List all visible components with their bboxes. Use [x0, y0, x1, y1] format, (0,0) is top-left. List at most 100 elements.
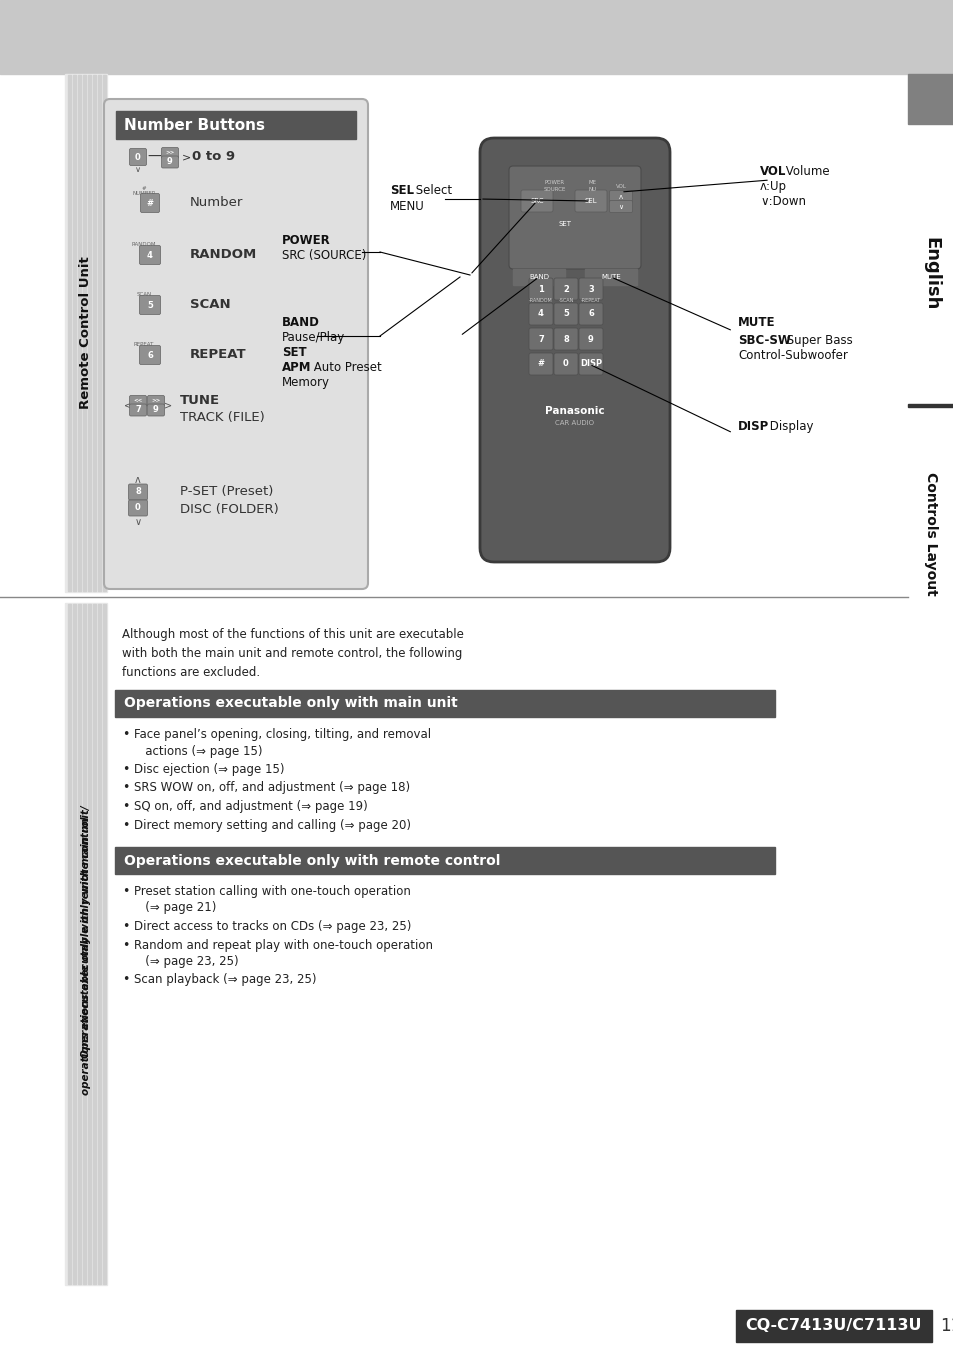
- Text: Auto Preset: Auto Preset: [310, 361, 381, 373]
- Text: CAR AUDIO: CAR AUDIO: [555, 421, 594, 426]
- Text: ʌ:Up: ʌ:Up: [760, 181, 786, 193]
- Text: SQ on, off, and adjustment (⇒ page 19): SQ on, off, and adjustment (⇒ page 19): [133, 799, 367, 813]
- Text: NU: NU: [588, 187, 597, 191]
- Text: 4: 4: [147, 251, 152, 260]
- Text: #: #: [147, 198, 153, 208]
- Text: Random and repeat play with one-touch operation: Random and repeat play with one-touch op…: [133, 938, 433, 952]
- Text: #
NUMBER: # NUMBER: [132, 186, 155, 197]
- Text: Remote Control Unit: Remote Control Unit: [79, 256, 92, 410]
- Text: SET: SET: [558, 221, 571, 226]
- Text: POWER: POWER: [544, 181, 564, 185]
- FancyBboxPatch shape: [578, 303, 602, 325]
- Text: SOURCE: SOURCE: [543, 187, 565, 191]
- Text: Face panel’s opening, closing, tilting, and removal: Face panel’s opening, closing, tilting, …: [133, 728, 431, 741]
- Text: >: >: [164, 400, 172, 410]
- Bar: [584, 270, 637, 284]
- Bar: [88, 604, 91, 1285]
- Bar: [83, 604, 86, 1285]
- Text: SET: SET: [282, 346, 306, 359]
- Text: RANDOM: RANDOM: [132, 243, 156, 248]
- Text: •: •: [122, 938, 130, 952]
- Text: •: •: [122, 886, 130, 898]
- Text: ∨:Down: ∨:Down: [760, 195, 805, 208]
- FancyBboxPatch shape: [529, 328, 553, 350]
- Text: 9: 9: [167, 158, 172, 167]
- Text: Panasonic: Panasonic: [544, 406, 604, 417]
- Text: Number: Number: [190, 197, 243, 209]
- Text: 9: 9: [153, 406, 159, 414]
- FancyBboxPatch shape: [130, 404, 147, 417]
- Bar: [103, 604, 106, 1285]
- Text: Number Buttons: Number Buttons: [124, 117, 265, 132]
- Text: TRACK (FILE): TRACK (FILE): [180, 411, 265, 423]
- Text: #: #: [537, 360, 544, 368]
- Text: 0: 0: [135, 504, 141, 512]
- FancyBboxPatch shape: [479, 137, 669, 562]
- Text: 9: 9: [587, 334, 594, 344]
- Text: P-SET (Preset): P-SET (Preset): [180, 485, 274, 499]
- Text: •: •: [122, 919, 130, 933]
- FancyBboxPatch shape: [161, 147, 178, 159]
- Text: 8: 8: [135, 488, 141, 496]
- FancyBboxPatch shape: [509, 166, 640, 270]
- FancyBboxPatch shape: [130, 148, 147, 166]
- FancyBboxPatch shape: [139, 245, 160, 264]
- Text: (⇒ page 21): (⇒ page 21): [133, 902, 216, 914]
- Text: Operations executable only with main unit/: Operations executable only with main uni…: [81, 806, 91, 1058]
- Text: REPEAT: REPEAT: [133, 342, 154, 348]
- Text: SRS WOW on, off, and adjustment (⇒ page 18): SRS WOW on, off, and adjustment (⇒ page …: [133, 782, 410, 794]
- Text: >>: >>: [165, 151, 174, 155]
- Text: actions (⇒ page 15): actions (⇒ page 15): [133, 744, 262, 758]
- Text: 2: 2: [562, 284, 568, 294]
- FancyBboxPatch shape: [161, 156, 178, 168]
- FancyBboxPatch shape: [609, 190, 632, 202]
- Text: APM: APM: [282, 361, 312, 373]
- Bar: [513, 270, 564, 284]
- Text: Control-Subwoofer: Control-Subwoofer: [738, 349, 847, 363]
- Text: Volume: Volume: [781, 164, 829, 178]
- Bar: [907, 404, 953, 407]
- Text: English: English: [921, 237, 939, 310]
- Bar: [65, 74, 107, 592]
- FancyBboxPatch shape: [129, 484, 148, 500]
- Text: -RANDOM: -RANDOM: [529, 298, 553, 303]
- Bar: [98, 75, 101, 590]
- Text: -REPEAT: -REPEAT: [580, 298, 600, 303]
- Text: SEL: SEL: [584, 198, 597, 204]
- Text: 6: 6: [147, 350, 152, 360]
- FancyBboxPatch shape: [148, 404, 164, 417]
- FancyBboxPatch shape: [578, 278, 602, 301]
- Text: 7: 7: [537, 334, 543, 344]
- Text: •: •: [122, 728, 130, 741]
- Text: Pause/Play: Pause/Play: [282, 332, 345, 344]
- Bar: [92, 75, 96, 590]
- Text: ʌ: ʌ: [135, 474, 141, 485]
- Bar: [73, 75, 76, 590]
- Text: >: >: [182, 152, 191, 162]
- Text: (⇒ page 23, 25): (⇒ page 23, 25): [133, 954, 238, 968]
- Bar: [68, 604, 71, 1285]
- Bar: [83, 75, 86, 590]
- Text: Operations executable only with main unit: Operations executable only with main uni…: [124, 697, 457, 710]
- FancyBboxPatch shape: [139, 295, 160, 314]
- FancyBboxPatch shape: [554, 353, 578, 375]
- Text: 1: 1: [537, 284, 543, 294]
- FancyBboxPatch shape: [129, 500, 148, 516]
- Text: Select: Select: [412, 183, 452, 197]
- Text: ME: ME: [588, 181, 597, 185]
- Text: 3: 3: [587, 284, 594, 294]
- Text: operations executable only with remote control: operations executable only with remote c…: [81, 817, 91, 1096]
- FancyBboxPatch shape: [554, 328, 578, 350]
- Text: Display: Display: [765, 421, 813, 433]
- Text: 7: 7: [135, 406, 141, 414]
- Text: <<: <<: [133, 399, 143, 403]
- Text: BAND: BAND: [529, 274, 548, 280]
- FancyBboxPatch shape: [529, 303, 553, 325]
- Text: REPEAT: REPEAT: [190, 349, 247, 361]
- Text: —: —: [147, 150, 161, 164]
- Bar: [115, 847, 774, 874]
- Bar: [68, 75, 71, 590]
- Text: DISC (FOLDER): DISC (FOLDER): [180, 503, 278, 515]
- Bar: [88, 75, 91, 590]
- Text: 8: 8: [562, 334, 568, 344]
